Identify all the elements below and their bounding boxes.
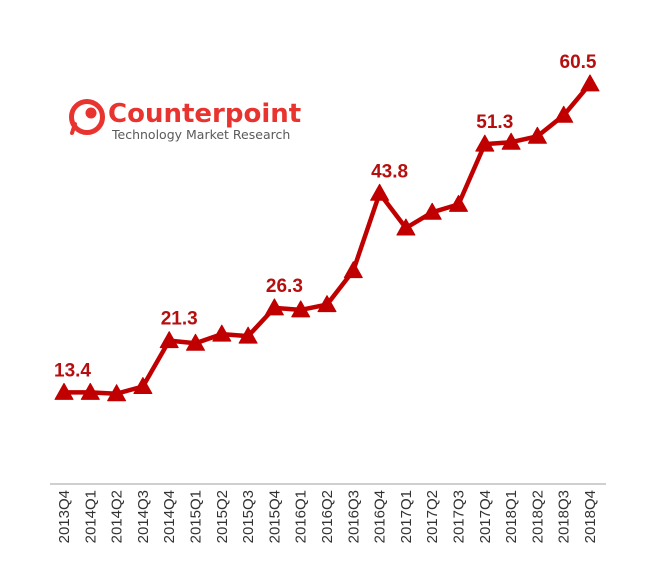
data-point-marker: [238, 326, 258, 344]
data-point-marker: [80, 382, 100, 400]
x-tick-label: 2014Q2: [109, 490, 126, 543]
counterpoint-logo: Counterpoint Technology Market Research: [69, 99, 301, 142]
data-point-marker: [501, 132, 521, 150]
data-point-marker: [317, 295, 337, 313]
data-point-marker: [159, 331, 179, 349]
data-point-marker: [186, 333, 205, 351]
data-label: 60.5: [560, 52, 597, 73]
data-label: 51.3: [476, 112, 513, 133]
data-point-marker: [449, 194, 468, 212]
x-tick-label: 2017Q2: [424, 490, 441, 543]
x-tick-label: 2018Q1: [503, 490, 520, 543]
data-point-marker: [396, 218, 416, 236]
x-tick-label: 2015Q3: [240, 490, 257, 543]
counterpoint-logo-icon: [69, 99, 105, 135]
data-point-marker: [554, 105, 574, 123]
data-point-marker: [580, 74, 600, 92]
x-tick-label: 2016Q3: [345, 490, 362, 543]
x-tick-label: 2018Q2: [529, 490, 546, 543]
x-tick-label: 2014Q1: [82, 490, 99, 543]
data-label-layer: 13.4 21.3 26.3 43.8 51.3 60.5: [54, 52, 597, 381]
x-tick-label: 2015Q1: [188, 490, 205, 543]
data-point-marker: [422, 202, 442, 220]
x-tick-label: 2016Q1: [293, 490, 310, 543]
data-point-marker: [343, 261, 363, 279]
logo-name: Counterpoint: [108, 99, 301, 129]
data-label: 26.3: [266, 276, 303, 297]
x-tick-label: 2015Q2: [214, 490, 231, 543]
data-point-marker: [133, 377, 153, 394]
x-tick-label: 2016Q4: [372, 490, 389, 543]
data-label: 43.8: [371, 161, 408, 182]
x-tick-label: 2016Q2: [319, 490, 336, 543]
data-point-marker: [291, 300, 311, 318]
data-label: 21.3: [161, 309, 198, 330]
x-tick-label: 2015Q4: [266, 490, 283, 543]
x-tick-label: 2014Q3: [135, 490, 152, 543]
marker-layer: [54, 74, 600, 402]
data-point-marker: [107, 384, 127, 402]
x-tick-label: 2017Q1: [398, 490, 415, 543]
x-tick-labels: 2013Q4 2014Q1 2014Q2 2014Q3 2014Q4 2015Q1 2015…: [56, 490, 599, 543]
data-point-marker: [54, 382, 74, 400]
data-point-marker: [370, 183, 390, 201]
data-point-marker: [527, 126, 547, 144]
x-tick-label: 2017Q4: [477, 490, 494, 543]
x-tick-label: 2013Q4: [56, 490, 73, 543]
data-point-marker: [264, 298, 284, 316]
data-label: 13.4: [54, 360, 91, 381]
data-point-marker: [475, 134, 495, 152]
data-point-marker: [212, 324, 232, 342]
x-tick-label: 2017Q3: [451, 490, 468, 543]
x-tick-label: 2018Q4: [582, 490, 599, 543]
x-tick-label: 2014Q4: [161, 490, 178, 543]
x-tick-label: 2018Q3: [556, 490, 573, 543]
logo-tagline: Technology Market Research: [111, 127, 290, 142]
